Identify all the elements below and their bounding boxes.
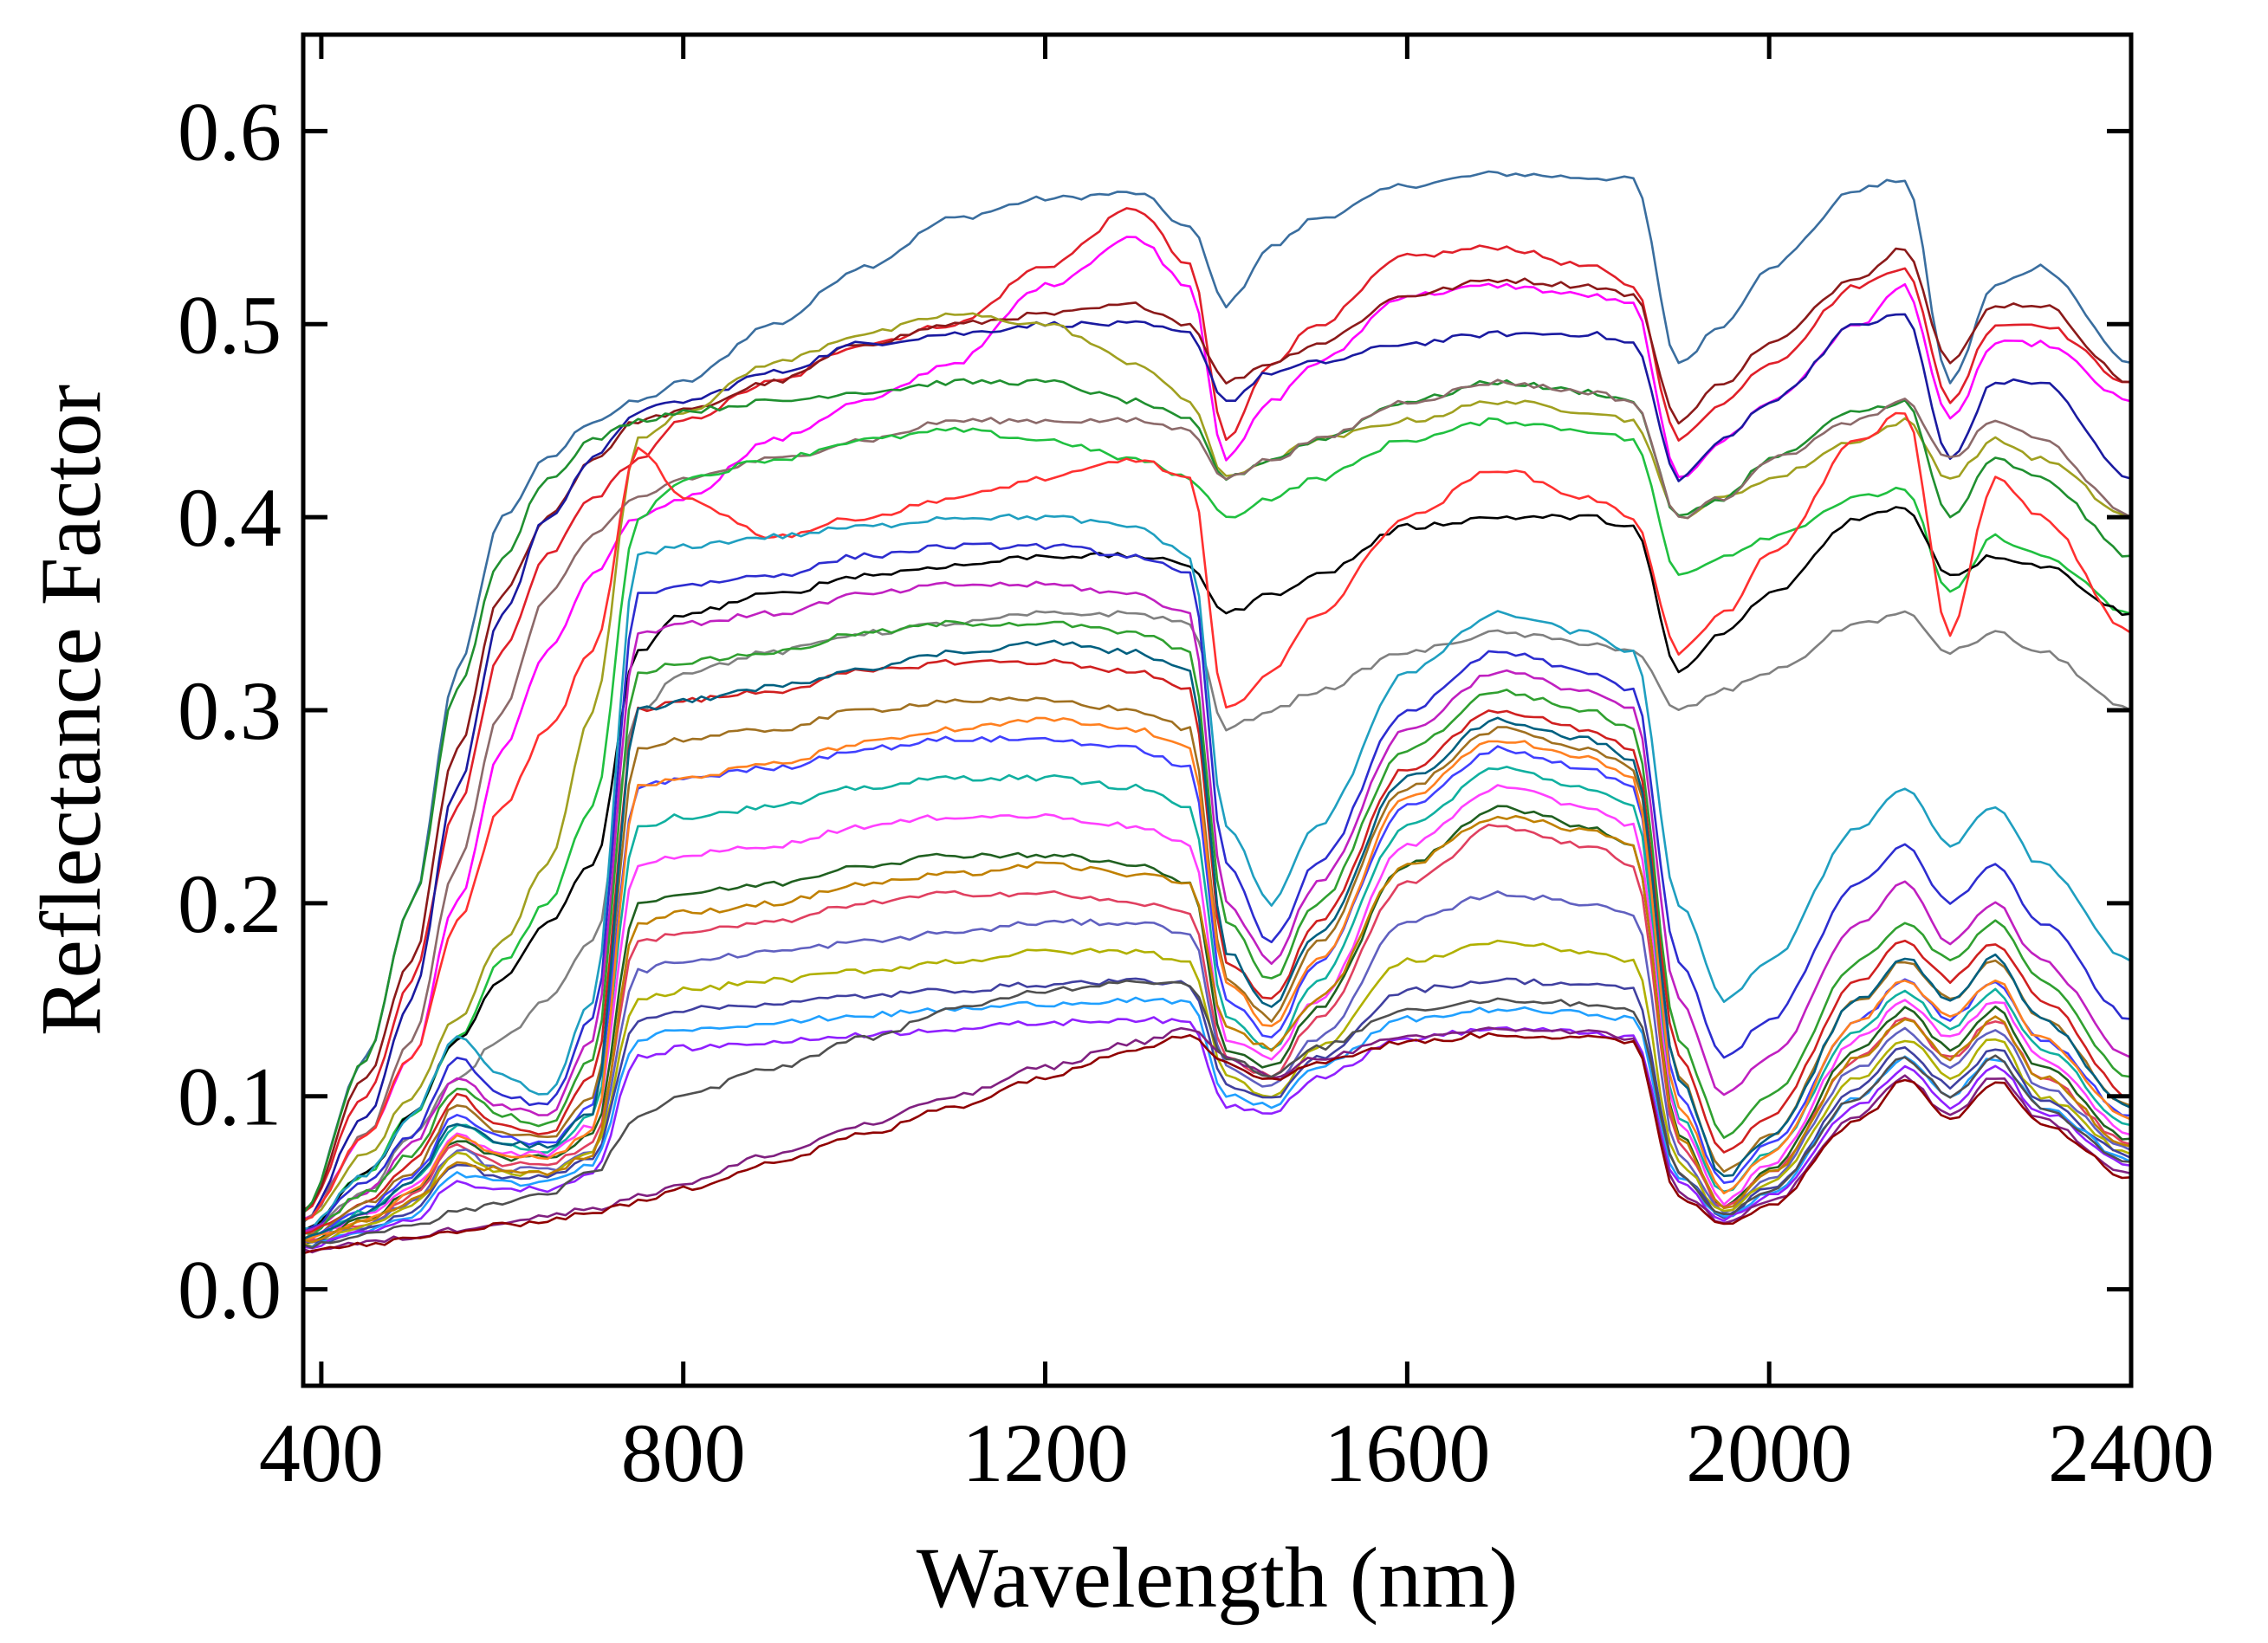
spectrum-line-8 bbox=[302, 378, 2132, 1222]
y-tick-label-0.1: 0.1 bbox=[178, 1051, 282, 1143]
y-tick-label-0.2: 0.2 bbox=[178, 857, 282, 950]
spectrum-line-4 bbox=[302, 247, 2132, 1212]
spectrum-line-10 bbox=[302, 506, 2132, 1232]
x-tick-label-2400: 2400 bbox=[2048, 1407, 2214, 1499]
spectrum-line-15 bbox=[302, 580, 2132, 1233]
spectrum-line-26 bbox=[302, 977, 2132, 1248]
spectrum-line-16 bbox=[302, 619, 2132, 1236]
ticks-layer: 400 800 1200 1600 2000 2400 0.0 0.1 0.2 0.3 0.4 0.5… bbox=[178, 35, 2214, 1499]
series-layer bbox=[301, 170, 2132, 1255]
spectrum-line-28 bbox=[302, 1016, 2132, 1250]
x-tick-label-2000: 2000 bbox=[1686, 1407, 1852, 1499]
x-tick-label-800: 800 bbox=[621, 1407, 746, 1499]
spectrum-line-30 bbox=[302, 639, 2132, 1240]
x-axis-label: Wavelength (nm) bbox=[917, 1530, 1518, 1626]
y-tick-label-0.5: 0.5 bbox=[178, 278, 282, 371]
y-tick-label-0.6: 0.6 bbox=[178, 85, 282, 178]
spectrum-line-34 bbox=[302, 980, 2132, 1249]
x-tick-label-1600: 1600 bbox=[1324, 1407, 1490, 1499]
x-tick-label-1200: 1200 bbox=[962, 1407, 1129, 1499]
spectrum-line-7 bbox=[301, 378, 2132, 1214]
spectrum-line-6 bbox=[302, 312, 2132, 1223]
spectrum-line-23 bbox=[302, 824, 2132, 1245]
y-tick-label-0.3: 0.3 bbox=[178, 664, 282, 757]
spectrum-line-9 bbox=[302, 417, 2132, 1233]
spectrum-line-29 bbox=[302, 716, 2132, 1242]
spectrum-line-24 bbox=[302, 890, 2132, 1244]
spectrum-line-22 bbox=[302, 805, 2132, 1245]
spectrum-line-11 bbox=[302, 411, 2132, 1221]
spectrum-line-1 bbox=[302, 170, 2132, 1213]
y-tick-label-0: 0.0 bbox=[178, 1244, 282, 1336]
y-tick-label-0.4: 0.4 bbox=[178, 471, 282, 564]
spectrum-line-5 bbox=[302, 313, 2132, 1224]
y-axis-label: Reflectance Factor bbox=[23, 385, 119, 1036]
spectrum-line-3 bbox=[302, 236, 2132, 1220]
spectrum-line-13 bbox=[302, 513, 2132, 1230]
x-tick-label-400: 400 bbox=[259, 1407, 384, 1499]
spectrum-line-2 bbox=[302, 207, 2131, 1213]
spectrum-line-31 bbox=[302, 815, 2132, 1244]
spectrum-line-33 bbox=[302, 1032, 2132, 1255]
spectrum-line-14 bbox=[302, 542, 2132, 1234]
spectrum-line-17 bbox=[302, 658, 2132, 1235]
